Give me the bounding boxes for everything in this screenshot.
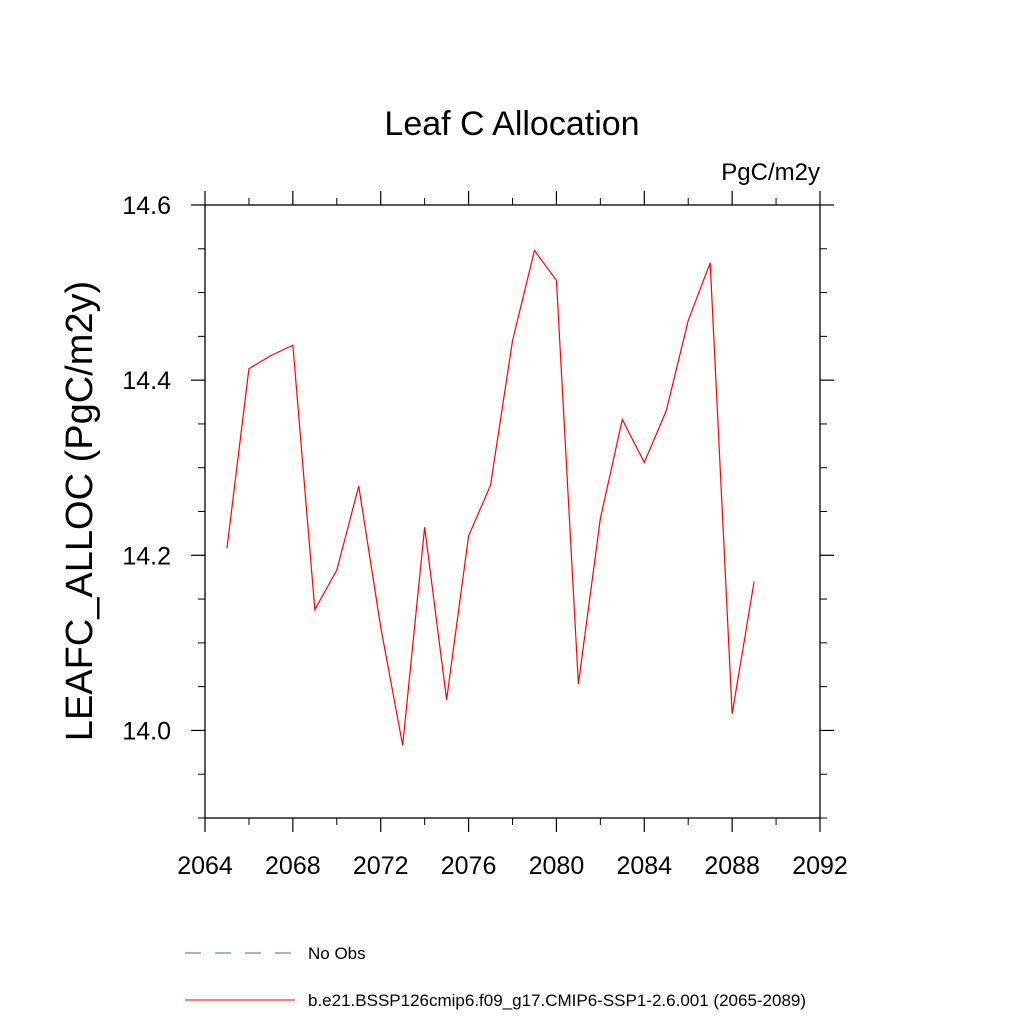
data-point — [226, 548, 227, 549]
data-point — [732, 713, 733, 714]
x-tick-label: 2064 — [177, 852, 233, 880]
y-tick-label: 14.0 — [122, 717, 171, 745]
data-point — [314, 609, 315, 610]
x-tick-label: 2072 — [353, 852, 409, 880]
y-tick-labels: 14.0 14.2 14.4 14.6 — [122, 192, 171, 745]
data-point — [424, 527, 425, 528]
x-tick-label: 2080 — [529, 852, 585, 880]
data-point — [666, 410, 667, 411]
data-point — [710, 262, 711, 263]
units-label: PgC/m2y — [721, 159, 820, 186]
x-tick-label: 2088 — [704, 852, 760, 880]
data-point — [380, 626, 381, 627]
data-point — [468, 535, 469, 536]
data-point — [402, 745, 403, 746]
data-point — [578, 683, 579, 684]
chart-title: Leaf C Allocation — [384, 105, 639, 143]
data-point — [556, 280, 557, 281]
y-tick-label: 14.6 — [122, 192, 171, 220]
data-point — [644, 462, 645, 463]
x-tick-label: 2092 — [792, 852, 848, 880]
series-group — [226, 249, 755, 746]
data-point — [688, 320, 689, 321]
legend-label-model-run: b.e21.BSSP126cmip6.f09_g17.CMIP6-SSP1-2.… — [308, 991, 806, 1010]
y-tick-label: 14.4 — [122, 367, 171, 395]
x-tick-label: 2068 — [265, 852, 321, 880]
legend: No Obs b.e21.BSSP126cmip6.f09_g17.CMIP6-… — [185, 944, 806, 1010]
plot-frame — [204, 204, 821, 819]
x-tick-labels: 2064 2068 2072 2076 2080 2084 2088 2092 — [177, 852, 848, 880]
y-tick-label: 14.2 — [122, 542, 171, 570]
data-point — [270, 355, 271, 356]
legend-label-no-obs: No Obs — [308, 944, 366, 963]
data-point — [248, 368, 249, 369]
data-point — [622, 419, 623, 420]
series-line — [226, 249, 755, 746]
data-point — [754, 581, 755, 582]
major-ticks — [191, 191, 834, 832]
minor-ticks — [198, 198, 827, 825]
data-point — [600, 518, 601, 519]
data-point — [490, 485, 491, 486]
x-tick-label: 2076 — [441, 852, 497, 880]
data-point — [534, 250, 535, 251]
data-point — [512, 340, 513, 341]
data-point — [446, 699, 447, 700]
y-axis-title: LEAFC_ALLOC (PgC/m2y) — [59, 281, 101, 741]
data-point — [292, 345, 293, 346]
data-point — [336, 570, 337, 571]
x-tick-label: 2084 — [616, 852, 672, 880]
data-point — [358, 486, 359, 487]
